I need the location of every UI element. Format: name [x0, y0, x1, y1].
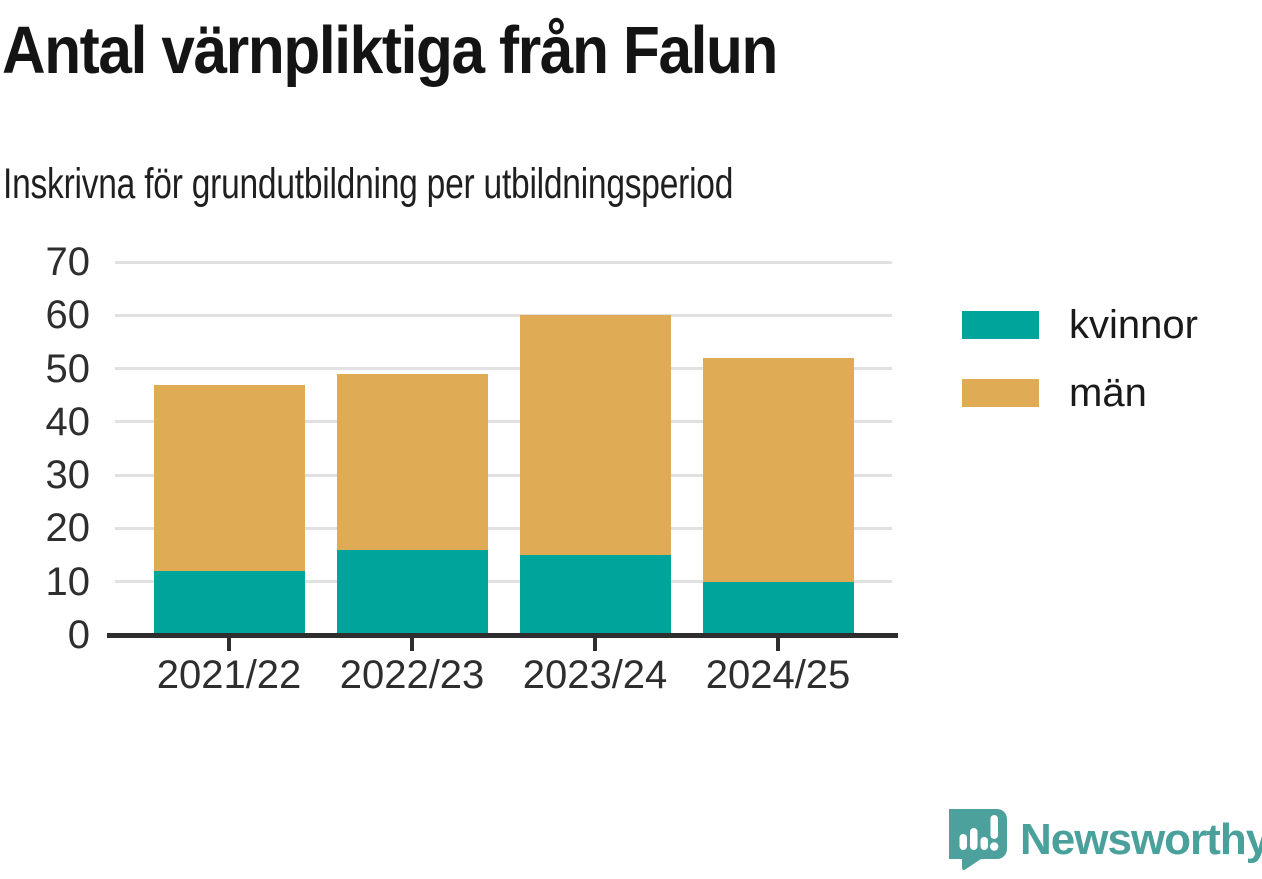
- chart-title: Antal värnpliktiga från Falun: [2, 13, 778, 88]
- x-axis-tick: [593, 638, 597, 651]
- gridline-70: [115, 260, 892, 264]
- legend-item-män: män: [962, 372, 1198, 414]
- bar-segment-kvinnor-2023/24: [519, 555, 671, 635]
- x-axis-tick-label: 2023/24: [522, 653, 668, 697]
- gridline-10: [115, 580, 892, 584]
- gridline-20: [115, 526, 892, 530]
- y-axis-tick-label: 30: [45, 453, 91, 498]
- bar-segment-kvinnor-2021/22: [153, 571, 305, 635]
- y-axis-tick-label: 10: [45, 559, 91, 604]
- legend-swatch-män: [962, 379, 1039, 407]
- newsworthy-logo-icon: [949, 809, 1007, 871]
- newsworthy-logo-text: Newsworthy: [1020, 815, 1262, 864]
- y-axis-tick-label: 40: [45, 399, 91, 444]
- legend-item-kvinnor: kvinnor: [962, 304, 1198, 346]
- x-axis-tick: [776, 638, 780, 651]
- gridline-50: [115, 367, 892, 371]
- chart-legend: kvinnor män: [962, 304, 1198, 440]
- legend-label: kvinnor: [1069, 303, 1198, 347]
- x-axis-tick-label: 2024/25: [705, 653, 851, 697]
- y-axis-tick-label: 70: [45, 240, 91, 284]
- bar-segment-män-2021/22: [153, 384, 305, 572]
- plot-area: [115, 260, 892, 635]
- bar-segment-kvinnor-2024/25: [702, 581, 854, 635]
- bar-segment-män-2022/23: [336, 373, 488, 550]
- newsworthy-logo: Newsworthy: [949, 808, 1262, 872]
- legend-swatch-kvinnor: [962, 311, 1039, 339]
- bar-segment-män-2023/24: [519, 315, 671, 556]
- y-axis-tick-label: 20: [45, 506, 91, 551]
- x-axis-tick: [410, 638, 414, 651]
- x-axis-line: [107, 633, 898, 638]
- x-axis-tick-label: 2022/23: [339, 653, 485, 697]
- legend-label: män: [1069, 371, 1147, 415]
- x-axis-tick-label: 2021/22: [156, 653, 302, 697]
- y-axis-tick-label: 0: [67, 613, 90, 657]
- gridline-60: [115, 313, 892, 317]
- bar-segment-män-2024/25: [702, 357, 854, 582]
- gridline-30: [115, 473, 892, 477]
- gridline-40: [115, 420, 892, 424]
- y-axis-tick-label: 60: [45, 293, 91, 338]
- bar-segment-kvinnor-2022/23: [336, 549, 488, 635]
- x-axis-tick: [227, 638, 231, 651]
- y-axis-tick-label: 50: [45, 346, 91, 391]
- chart-subtitle: Inskrivna för grundutbildning per utbild…: [3, 160, 734, 208]
